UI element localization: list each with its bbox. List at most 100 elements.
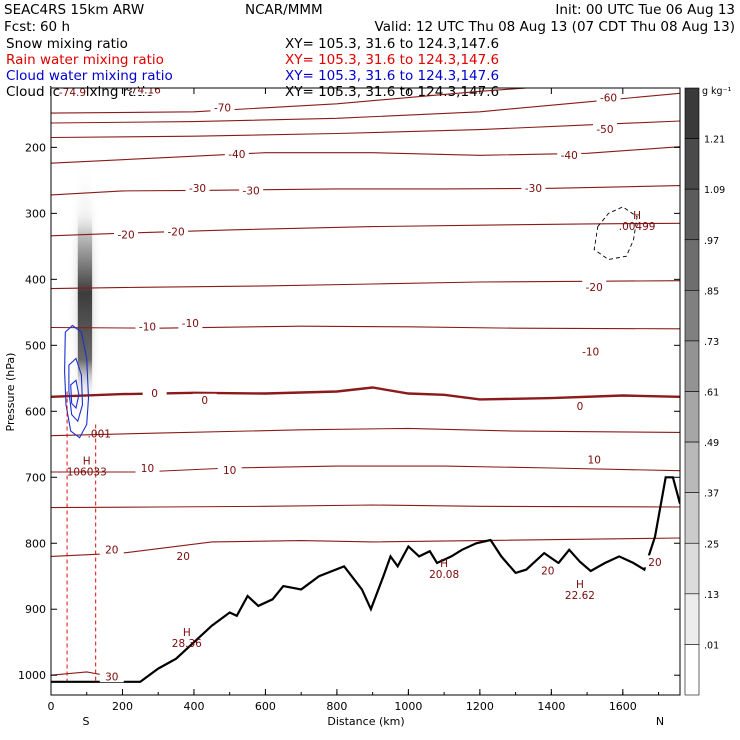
contour-label-bg <box>60 88 85 98</box>
y-tick-label: 200 <box>25 141 46 154</box>
contour-label-bg <box>131 88 156 95</box>
temperature-contour <box>51 386 680 401</box>
field-name: Cloud water mixing ratio <box>6 68 173 84</box>
cloud-water-contour <box>68 357 84 423</box>
contour-label: -74.9 <box>59 87 86 99</box>
contour-label: 20 <box>105 544 118 556</box>
contour-label: 10 <box>588 455 601 467</box>
contour-label: -30 <box>189 183 206 195</box>
contour-label: -74.16 <box>127 84 161 96</box>
x-tick-label: 600 <box>255 700 276 713</box>
model-title: SEAC4RS 15km ARW <box>4 2 144 18</box>
contour-label-bg <box>521 181 546 194</box>
y-tick-label: 800 <box>25 537 46 550</box>
colorbar-swatch <box>684 290 700 342</box>
extremum-marker: H <box>633 210 641 222</box>
contour-label-bg <box>642 555 667 568</box>
contour-label-bg <box>578 344 603 357</box>
cloud-ice-contour <box>593 206 638 260</box>
colorbar-label: .97 <box>704 236 719 247</box>
temperature-contour <box>51 537 680 557</box>
forecast-hours: 60 h <box>40 19 70 35</box>
plot-area: -74.9 -74.16 -70 -60 -50 -40 -40 -30 -30 -30 -20 -2… <box>51 84 680 684</box>
contour-label: -70 <box>214 102 231 114</box>
contour-label-bg <box>557 148 582 161</box>
org-title: NCAR/MMM <box>245 2 323 18</box>
contour-label-bg <box>114 228 139 241</box>
forecast-label: Fcst: <box>4 19 36 35</box>
y-tick-label: 500 <box>25 339 46 352</box>
contour-label-bg <box>582 453 607 466</box>
extremum-value: 106033 <box>67 467 107 479</box>
colorbar-swatch <box>684 441 700 493</box>
contour-label: -10 <box>139 321 156 333</box>
temperature-contour <box>51 146 680 164</box>
axes: 0 200 400 600 800 1000 1200 1400 160020030040050… <box>18 87 681 713</box>
colorbar-label: .25 <box>704 539 719 550</box>
colorbar-label: .49 <box>704 438 719 449</box>
x-end-label: N <box>656 715 664 728</box>
x-tick-label: 1400 <box>537 700 565 713</box>
colorbar-label: .01 <box>704 640 719 651</box>
contour-label: -40 <box>561 150 578 162</box>
contour-label-bg <box>135 319 160 332</box>
y-tick-label: 900 <box>25 603 46 616</box>
temperature-contour <box>51 185 680 196</box>
contour-label: 20 <box>541 565 554 577</box>
colorbar-label: .61 <box>704 388 719 399</box>
contour-label: 20 <box>648 557 661 569</box>
extremum-marker: H <box>183 627 191 639</box>
colorbar-swatch <box>684 188 700 241</box>
extremum-value: 28.36 <box>172 638 202 650</box>
contour-label: 30 <box>105 672 118 684</box>
y-tick-label: 1000 <box>18 669 46 682</box>
contour-label: -30 <box>525 183 542 195</box>
cloud-water-contour <box>70 379 80 410</box>
contour-label: 0 <box>201 395 208 407</box>
colorbar-label: .73 <box>704 337 719 348</box>
contour-label-bg <box>535 563 560 576</box>
y-axis-label: Pressure (hPa) <box>4 353 17 432</box>
colorbar-unit: g kg⁻¹ <box>702 86 732 97</box>
plot-frame <box>50 87 681 696</box>
contour-label-bg <box>135 461 160 474</box>
contour-label: -30 <box>243 185 260 197</box>
snow-plume <box>77 206 93 399</box>
x-tick-label: 400 <box>183 700 204 713</box>
temperature-contour <box>51 120 680 139</box>
field-name: Snow mixing ratio <box>6 36 128 52</box>
y-tick-label: 700 <box>25 471 46 484</box>
contour-label: -20 <box>586 282 603 294</box>
extremum-value: 22.62 <box>565 590 595 602</box>
contour-label-bg <box>596 90 621 103</box>
cloud-water-label: .001 <box>88 429 111 441</box>
contour-label: -10 <box>582 346 599 358</box>
contour-label: -50 <box>596 124 613 136</box>
colorbar-swatch <box>684 492 700 544</box>
x-axis-label: Distance (km) <box>327 715 404 728</box>
temperature-contour <box>51 504 680 509</box>
contour-label: 10 <box>141 463 154 475</box>
contour-label: -20 <box>168 226 185 238</box>
contour-label-bg <box>582 280 607 293</box>
field-xy: XY= 105.3, 31.6 to 124.3,147.6 <box>285 52 499 68</box>
colorbar-swatch <box>684 239 700 291</box>
colorbar-swatch <box>684 391 700 443</box>
colorbar-swatch <box>684 644 700 696</box>
contour-label-bg <box>210 100 235 113</box>
colorbar-label: .37 <box>704 489 719 500</box>
contour-label-bg <box>217 463 242 476</box>
colorbar: g kg⁻¹ 1.21 1.09 .97 .85 .73 .61 .49 .37 .25 .13 .0… <box>684 86 732 696</box>
init-time: Init: 00 UTC Tue 06 Aug 13 <box>555 2 735 18</box>
contour-label-bg <box>171 549 196 562</box>
x-tick-label: 200 <box>112 700 133 713</box>
field-xy: XY= 105.3, 31.6 to 124.3,147.6 <box>285 68 499 84</box>
colorbar-swatch <box>684 87 700 139</box>
terrain-line <box>51 476 680 683</box>
contour-label: -10 <box>182 318 199 330</box>
valid-time: Valid: 12 UTC Thu 08 Aug 13 (07 CDT Thu … <box>375 19 735 35</box>
contour-label-bg <box>99 670 124 683</box>
extremum-marker: H <box>576 579 584 591</box>
extremum-marker: H <box>83 456 91 468</box>
